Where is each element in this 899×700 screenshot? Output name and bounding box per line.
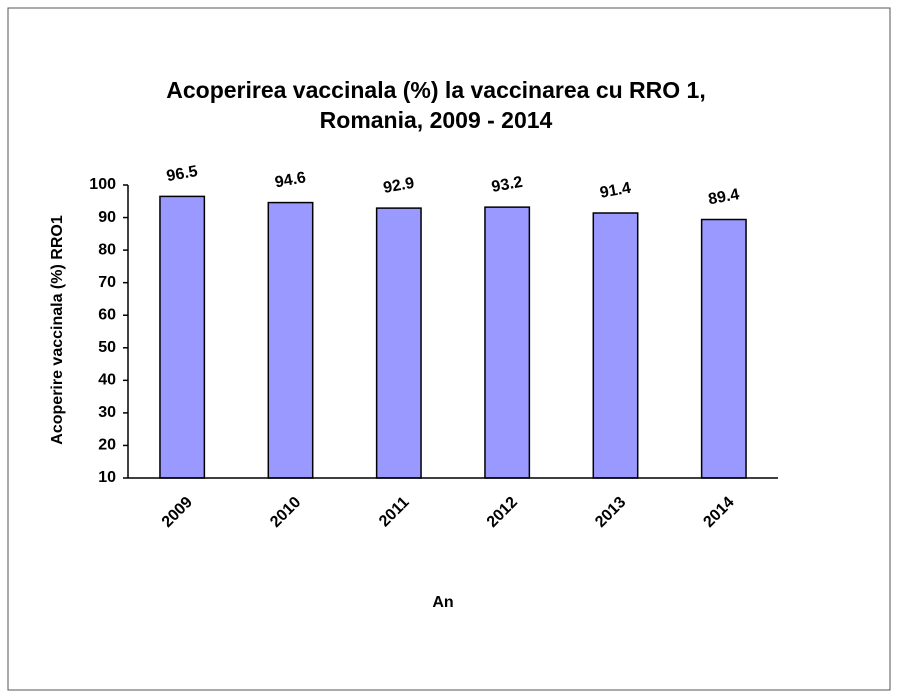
- chart-title: Romania, 2009 - 2014: [320, 107, 553, 133]
- chart-title: Acoperirea vaccinala (%) la vaccinarea c…: [166, 77, 706, 103]
- y-tick-label: 90: [98, 209, 116, 226]
- value-label: 94.6: [274, 169, 308, 191]
- bar: [267, 201, 314, 479]
- y-tick-label: 60: [98, 306, 116, 323]
- y-tick-label: 10: [98, 469, 116, 486]
- value-label: 93.2: [490, 174, 524, 196]
- x-axis-label: An: [432, 594, 453, 611]
- bar: [592, 212, 639, 479]
- y-tick-label: 20: [98, 437, 116, 454]
- y-tick-label: 70: [98, 274, 116, 291]
- y-tick-label: 80: [98, 241, 116, 258]
- bar: [159, 195, 206, 479]
- bar: [700, 218, 747, 479]
- y-tick-label: 100: [89, 176, 116, 193]
- y-tick-label: 50: [98, 339, 116, 356]
- bar: [375, 207, 422, 479]
- y-axis-label: Acoperire vaccinala (%) RRO1: [49, 215, 66, 445]
- value-label: 92.9: [382, 175, 416, 197]
- y-tick-label: 40: [98, 372, 116, 389]
- value-label: 96.5: [165, 163, 199, 185]
- value-label: 89.4: [707, 186, 741, 208]
- bar: [484, 206, 531, 479]
- y-tick-label: 30: [98, 404, 116, 421]
- value-label: 91.4: [599, 180, 633, 202]
